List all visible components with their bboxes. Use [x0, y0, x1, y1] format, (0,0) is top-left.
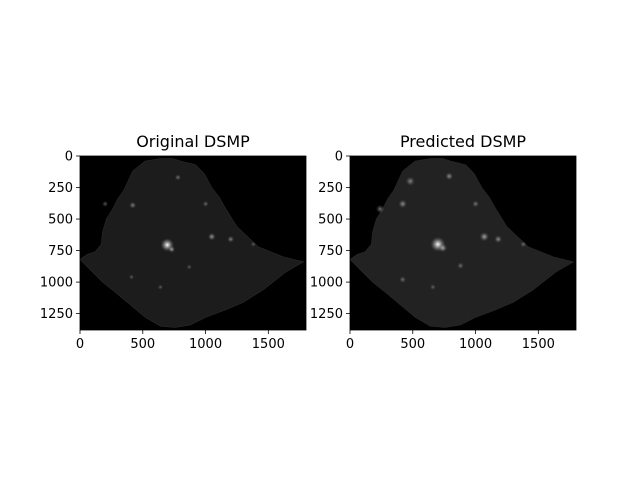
y-tick-label: 750: [318, 244, 343, 259]
light-spot: [405, 176, 416, 187]
light-spot: [479, 231, 490, 242]
x-tick-label: 500: [130, 337, 155, 352]
light-spot: [186, 264, 193, 270]
light-spot: [456, 262, 465, 270]
light-spot: [445, 172, 454, 181]
original-dsmp-title: Original DSMP: [136, 132, 250, 151]
y-tick-label: 1250: [310, 307, 343, 322]
light-spot: [207, 232, 216, 241]
predicted-dsmp-title: Predicted DSMP: [400, 132, 526, 151]
country-landmass: [80, 158, 305, 328]
y-tick-label: 1250: [40, 307, 73, 322]
country-landmass: [350, 158, 575, 328]
x-tick-label: 1500: [522, 337, 555, 352]
light-spot: [101, 200, 109, 208]
x-tick-label: 1500: [252, 337, 285, 352]
original-dsmp-panel: Original DSMP 0 500 1000 1500 0 250 500 750 1000…: [40, 132, 307, 352]
x-tick-label: 0: [76, 337, 84, 352]
light-spot: [250, 241, 257, 248]
light-spot: [168, 245, 176, 253]
y-tick-label: 750: [48, 244, 73, 259]
light-spot: [157, 284, 164, 290]
predicted-dsmp-panel: Predicted DSMP 0 500 1000 1500 0 250 500 750 100…: [310, 132, 577, 352]
light-spot: [128, 274, 135, 280]
axes-frame: [79, 155, 307, 331]
x-tick-label: 1000: [459, 337, 492, 352]
light-spot: [520, 241, 527, 248]
y-tick-label: 500: [318, 213, 343, 228]
y-tick-label: 500: [48, 213, 73, 228]
x-tick-label: 500: [400, 337, 425, 352]
axes-frame: [349, 155, 577, 331]
light-spot: [129, 201, 137, 209]
y-tick-label: 250: [318, 181, 343, 196]
y-tick-label: 0: [65, 150, 73, 165]
light-spot: [399, 275, 407, 284]
light-spot: [227, 235, 235, 243]
light-spot: [471, 200, 480, 208]
y-tick-label: 1000: [310, 276, 343, 291]
y-tick-label: 0: [335, 150, 343, 165]
light-spot: [202, 200, 209, 208]
light-spot: [438, 243, 448, 253]
light-spot: [174, 174, 182, 181]
x-tick-label: 1000: [189, 337, 222, 352]
light-spot: [375, 204, 385, 214]
y-tick-label: 250: [48, 181, 73, 196]
light-spot: [429, 283, 437, 291]
light-spot: [494, 235, 503, 244]
y-tick-label: 1000: [40, 276, 73, 291]
light-spot: [398, 199, 408, 209]
x-tick-label: 0: [346, 337, 354, 352]
